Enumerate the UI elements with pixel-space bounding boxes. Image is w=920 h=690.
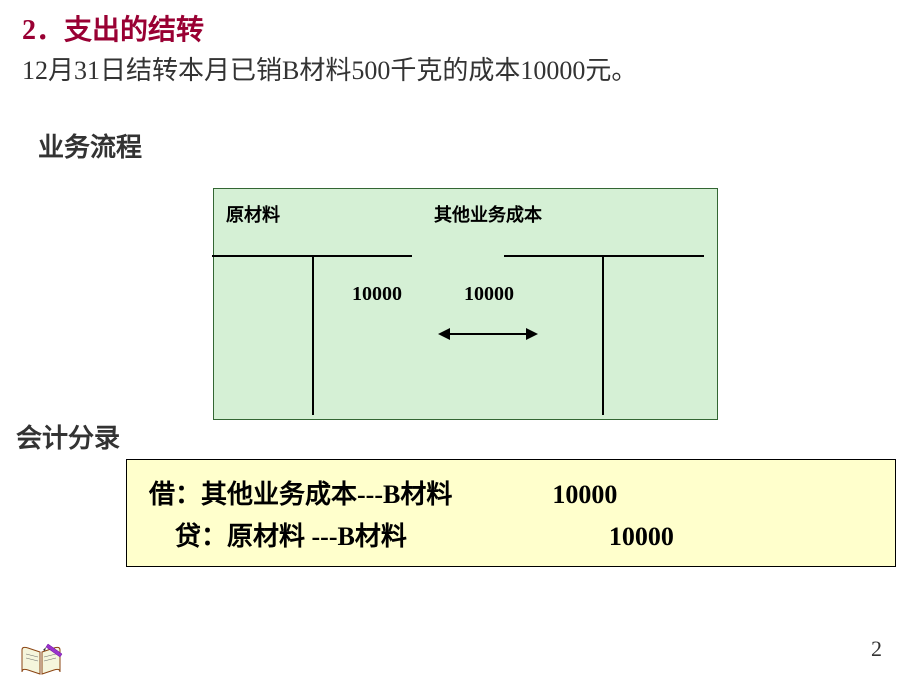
left-credit-value: 10000 (352, 283, 402, 306)
right-debit-value: 10000 (464, 283, 514, 306)
debit-amount: 10000 (552, 474, 617, 516)
t-account-diagram: 原材料 其他业务成本 10000 10000 (213, 188, 718, 420)
credit-label: 贷：原材料 ---B材料 (175, 522, 407, 551)
t-bar-horizontal (504, 255, 704, 257)
debit-line: 借：其他业务成本---B材料 10000 (149, 474, 895, 516)
subtitle-text: 12月31日结转本月已销B材料500千克的成本10000元。 (0, 48, 920, 87)
entry-section-label: 会计分录 (16, 418, 120, 455)
arrow-right-head-icon (526, 328, 538, 340)
book-icon (18, 642, 64, 678)
credit-amount: 10000 (609, 516, 674, 558)
credit-line: 贷：原材料 ---B材料 10000 (149, 516, 895, 558)
journal-entry-box: 借：其他业务成本---B材料 10000 贷：原材料 ---B材料 10000 (126, 459, 896, 567)
section-heading: 2．支出的结转 (0, 0, 920, 48)
left-account-label: 原材料 (226, 201, 280, 227)
process-section-label: 业务流程 (0, 87, 920, 164)
t-bar-vertical (602, 255, 604, 415)
page-number: 2 (871, 636, 882, 662)
right-account-label: 其他业务成本 (434, 201, 542, 227)
arrow-shaft (448, 333, 528, 335)
debit-label: 借：其他业务成本---B材料 (149, 480, 452, 509)
t-bar-vertical (312, 255, 314, 415)
